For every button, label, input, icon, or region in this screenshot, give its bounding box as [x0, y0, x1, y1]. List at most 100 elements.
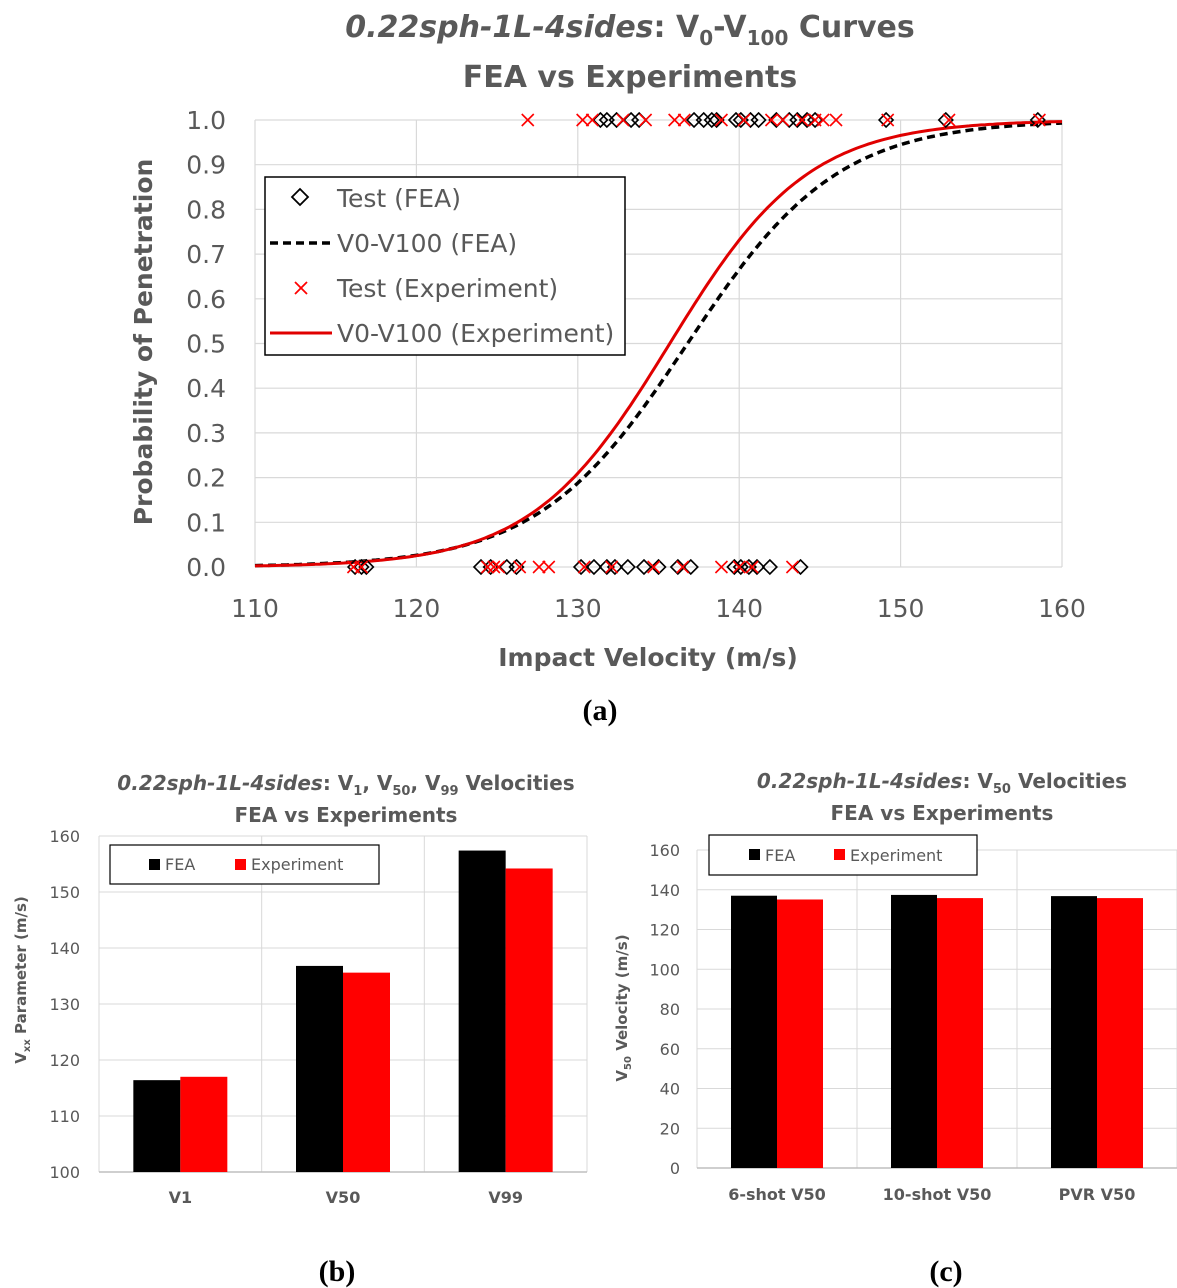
fea-test-point	[358, 558, 375, 576]
x-marker-stroke	[616, 113, 630, 127]
y-tick-label: 80	[660, 1000, 680, 1019]
legend-swatch-experiment-icon	[834, 849, 845, 860]
chart-a-legend-box	[264, 176, 626, 356]
experiment-test-point	[513, 560, 527, 574]
x-marker-stroke	[881, 113, 895, 127]
chart-c-title: 0.22sph-1L-4sides: V50 Velocities	[757, 769, 1127, 797]
chart-b-categories: V1 V50 V99	[169, 1188, 523, 1207]
experiment-test-point	[732, 560, 746, 574]
fea-test-point	[750, 111, 767, 129]
legend-diamond-icon	[290, 187, 310, 207]
x-tick-label: 160	[1038, 594, 1086, 623]
x-marker-stroke	[785, 560, 800, 574]
y-tick-label: 0.6	[186, 285, 226, 314]
experiment-test-point	[492, 560, 506, 574]
chart-a-caption: (a)	[583, 694, 618, 727]
bar-experiment	[180, 1076, 228, 1172]
y-tick-label: 20	[660, 1119, 680, 1138]
chart-b-caption: (b)	[319, 1255, 356, 1288]
chart-a-legend-label-1: Test (FEA)	[336, 184, 461, 213]
x-marker-stroke	[639, 113, 653, 127]
chart-b-y-axis-label: Vxx Parameter (m/s)	[12, 896, 33, 1063]
chart-b-title: 0.22sph-1L-4sides: V1, V50, V99 Velociti…	[117, 771, 574, 799]
y-tick-label: 0.0	[186, 553, 226, 582]
chart-a-title: 0.22sph-1L-4sides: V0-V100 Curves	[345, 10, 915, 50]
bar-fea	[133, 1080, 181, 1172]
chart-b-legend-fea: FEA	[165, 855, 195, 874]
bar-experiment	[343, 972, 390, 1172]
y-tick-label: 150	[49, 883, 80, 902]
x-marker-stroke	[714, 560, 729, 574]
y-tick-label: 100	[49, 1163, 80, 1182]
bar-experiment	[777, 899, 823, 1168]
x-marker-stroke	[605, 560, 619, 574]
x-tick-label: 140	[715, 594, 763, 623]
y-tick-label: 120	[649, 921, 680, 940]
y-tick-label: 100	[649, 960, 680, 979]
x-marker-stroke	[647, 560, 661, 574]
chart-c-y-axis-label: V50 Velocity (m/s)	[613, 934, 634, 1081]
bar-experiment	[1097, 898, 1143, 1168]
experiment-test-point	[737, 113, 751, 127]
experiment-test-point	[676, 560, 690, 574]
category-label: V99	[488, 1188, 523, 1207]
y-tick-label: 0.3	[186, 419, 226, 448]
y-tick-label: 120	[49, 1051, 80, 1070]
chart-c-bars	[731, 894, 1143, 1168]
fea-test-point	[703, 111, 720, 129]
x-marker-stroke	[816, 113, 830, 127]
chart-a-curves	[254, 120, 1063, 568]
x-marker-stroke	[677, 113, 691, 127]
experiment-test-point	[542, 560, 556, 574]
experiment-test-point	[576, 113, 590, 127]
chart-a-legend-label-4: V0-V100 (Experiment)	[337, 319, 614, 348]
y-tick-label: 0	[670, 1159, 680, 1178]
chart-a-legend-label-2: V0-V100 (FEA)	[337, 229, 517, 258]
experiment-test-point	[714, 113, 729, 127]
fea-test-point	[598, 558, 615, 576]
experiment-test-point	[745, 560, 759, 574]
chart-a-x-axis-label: Impact Velocity (m/s)	[498, 643, 798, 672]
chart-a-subtitle: FEA vs Experiments	[463, 60, 797, 95]
y-tick-label: 0.2	[186, 464, 226, 493]
experiment-test-point	[616, 113, 630, 127]
experiment-test-point	[605, 560, 619, 574]
chart-b: 0.22sph-1L-4sides: V1, V50, V99 Velociti…	[12, 771, 588, 1288]
fea-test-point	[635, 558, 653, 576]
bar-fea	[731, 895, 777, 1168]
y-tick-label: 0.7	[186, 240, 226, 269]
y-tick-label: 110	[49, 1107, 80, 1126]
chart-b-y-ticks: 100 110 120 130 140 150 160	[49, 827, 80, 1182]
fea-test-point	[761, 558, 778, 576]
experiment-test-point	[785, 560, 800, 574]
fea-test-point	[726, 558, 743, 576]
x-tick-label: 130	[554, 594, 602, 623]
fea-test-point	[619, 558, 636, 576]
y-tick-label: 130	[49, 995, 80, 1014]
y-tick-label: 0.4	[186, 374, 226, 403]
category-label: PVR V50	[1059, 1185, 1136, 1204]
x-marker-stroke	[487, 560, 501, 574]
legend-swatch-fea-icon	[749, 849, 760, 860]
y-tick-label: 0.5	[186, 330, 226, 359]
category-label: V50	[326, 1188, 361, 1207]
experiment-test-point	[816, 113, 830, 127]
experiment-test-point	[487, 560, 501, 574]
experiment-test-point	[1032, 113, 1046, 127]
x-marker-stroke	[521, 113, 535, 127]
chart-a: 0.22sph-1L-4sides: V0-V100 Curves FEA vs…	[129, 10, 1086, 727]
experiment-test-point	[776, 113, 790, 127]
bar-fea	[1051, 896, 1097, 1168]
experiment-test-point	[577, 560, 591, 574]
x-marker-stroke	[542, 560, 556, 574]
experiment-test-point	[677, 113, 691, 127]
experiment-test-point	[521, 113, 535, 127]
experiment-test-point	[480, 560, 494, 574]
fea-test-point	[748, 558, 766, 576]
chart-c-y-ticks: 0 20 40 60 80 100 120 140 160	[649, 841, 680, 1178]
experiment-test-point	[639, 113, 653, 127]
bar-experiment	[937, 898, 983, 1168]
experiment-test-point	[942, 113, 956, 127]
x-marker-stroke	[795, 113, 809, 127]
x-marker-stroke	[585, 113, 599, 127]
